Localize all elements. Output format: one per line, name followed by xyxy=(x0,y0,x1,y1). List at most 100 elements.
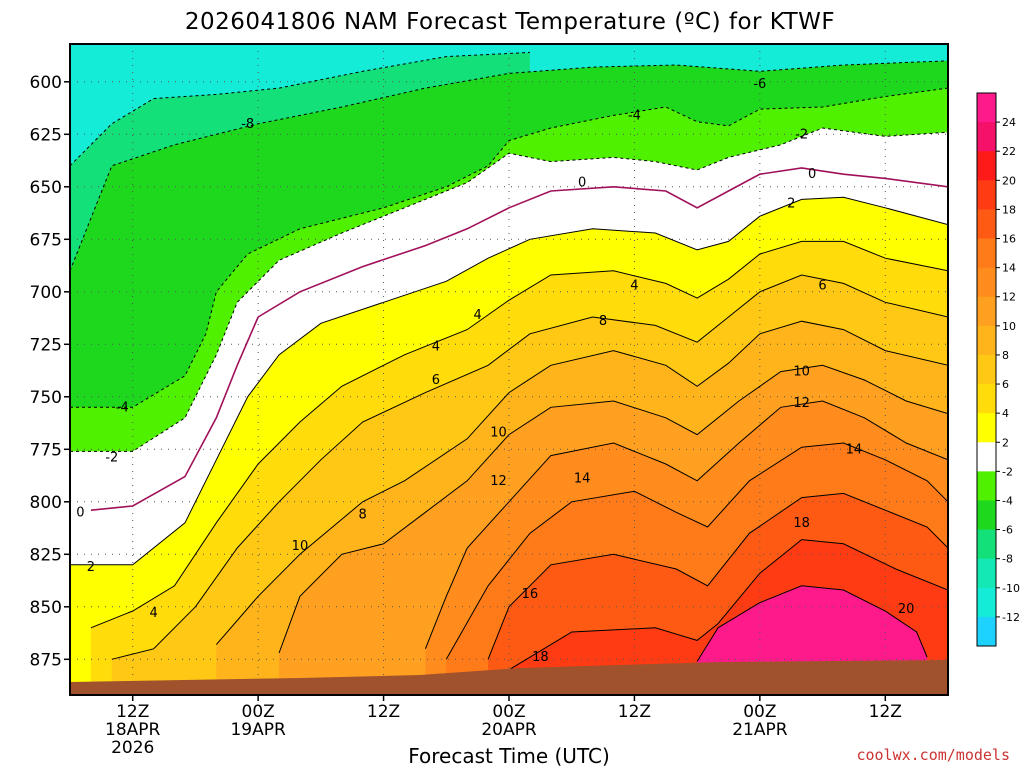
colorbar-swatch xyxy=(977,122,996,152)
colorbar-label: -2 xyxy=(1002,465,1013,478)
colorbar-swatch xyxy=(977,529,996,560)
colorbar-swatch xyxy=(977,558,996,589)
contour-line--4 xyxy=(70,87,948,408)
colorbar-swatch xyxy=(977,267,996,298)
contour-label: 14 xyxy=(846,442,863,457)
contour-label: 4 xyxy=(149,606,157,621)
y-tick-label: 600 xyxy=(30,73,62,93)
contour-label: 18 xyxy=(532,650,549,665)
colorbar-swatch xyxy=(977,93,996,123)
x-tick-label: 12Z xyxy=(116,702,149,722)
contour-line-2 xyxy=(70,196,948,566)
x-tick-label: 00Z xyxy=(242,702,275,722)
colorbar-label: 14 xyxy=(1002,262,1016,275)
colorbar-swatch xyxy=(977,325,996,356)
y-tick-label: 775 xyxy=(30,440,62,460)
colorbar-label: -10 xyxy=(1002,582,1020,595)
colorbar-swatch xyxy=(977,587,996,618)
colorbar-label: -4 xyxy=(1002,494,1013,507)
contour-label: 8 xyxy=(359,507,367,522)
colorbar-label: 18 xyxy=(1002,203,1016,216)
contour-label: 4 xyxy=(630,279,638,294)
x-tick-label: 21APR xyxy=(732,720,788,740)
contour-label: 4 xyxy=(474,308,482,323)
contour-lines xyxy=(70,51,948,671)
contour-line-8 xyxy=(215,320,948,645)
colorbar-swatch xyxy=(977,384,996,414)
contour-line--2 xyxy=(70,127,948,452)
x-tick-label: 18APR xyxy=(105,720,161,740)
contour-line-10 xyxy=(278,364,948,654)
colorbar-label: -8 xyxy=(1002,553,1013,566)
colorbar-swatch xyxy=(977,500,996,531)
colorbar-swatch xyxy=(977,151,996,181)
x-tick-label: 19APR xyxy=(230,720,286,740)
colorbar-swatch xyxy=(977,209,996,240)
x-tick-label: 12Z xyxy=(618,702,651,722)
y-tick-label: 850 xyxy=(30,598,62,618)
y-axis: 600 625 650 675 700 725 750 775 800 825 850 875 xyxy=(30,73,70,670)
y-tick-label: 725 xyxy=(30,335,62,355)
colorbar-swatch xyxy=(977,442,996,472)
colorbar-label: -12 xyxy=(1002,611,1020,624)
contour-label: 8 xyxy=(599,314,607,329)
terrain-ground xyxy=(70,660,947,695)
colorbar-label: 10 xyxy=(1002,320,1016,333)
x-tick-label: 20APR xyxy=(481,720,537,740)
contour-label: -6 xyxy=(753,77,766,92)
contour-label: -4 xyxy=(628,108,641,123)
contour-label: 2 xyxy=(787,197,795,212)
contour-label: -4 xyxy=(116,400,129,415)
contour-label: 6 xyxy=(432,373,440,388)
y-tick-label: 650 xyxy=(30,178,62,198)
colorbar-label: 8 xyxy=(1002,349,1009,362)
colorbar-label: 6 xyxy=(1002,378,1009,391)
contour-label: -8 xyxy=(241,117,254,132)
contour-line-4 xyxy=(90,240,948,629)
y-tick-label: 700 xyxy=(30,283,62,303)
contour-label: 6 xyxy=(818,279,826,294)
colorbar-label: 22 xyxy=(1002,145,1016,158)
contour-label: 12 xyxy=(490,474,507,489)
y-tick-label: 675 xyxy=(30,230,62,250)
colorbar-swatch xyxy=(977,354,996,385)
contour-label: 10 xyxy=(292,539,309,554)
x-tick-label: 00Z xyxy=(743,702,776,722)
contour-label: 10 xyxy=(490,426,507,441)
colorbar-swatch xyxy=(977,616,996,647)
x-axis-title: Forecast Time (UTC) xyxy=(408,744,610,768)
x-tick-label: 00Z xyxy=(492,702,525,722)
y-tick-label: 825 xyxy=(30,545,62,565)
colorbar-label: 24 xyxy=(1002,116,1016,129)
x-tick-label: 2026 xyxy=(111,738,154,758)
contour-label: 12 xyxy=(793,396,810,411)
chart-title: 2026041806 NAM Forecast Temperature (ºC)… xyxy=(185,9,835,35)
contour-label: -2 xyxy=(795,127,808,142)
contour-label: 0 xyxy=(808,167,816,182)
colorbar-swatch xyxy=(977,471,996,501)
contour-label: 18 xyxy=(793,516,810,531)
contour-line-6 xyxy=(111,274,948,660)
x-tick-label: 12Z xyxy=(869,702,902,722)
contour-label: 10 xyxy=(793,365,810,380)
colorbar-label: -6 xyxy=(1002,524,1013,537)
contour-line-0 xyxy=(90,167,948,511)
contour-line--8 xyxy=(70,51,530,167)
contour-line-20 xyxy=(696,585,928,662)
colorbar: 24 22 20 18 16 14 12 10 8 6 4 2 -2 -4 -6 -8 -10 -12 xyxy=(976,92,1020,647)
y-tick-label: 800 xyxy=(30,493,62,513)
colorbar-label: 16 xyxy=(1002,233,1016,246)
x-tick-label: 12Z xyxy=(367,702,400,722)
contour-line-16 xyxy=(487,492,948,660)
contour-label: -2 xyxy=(105,451,118,466)
contour-label: 14 xyxy=(574,472,591,487)
contour-line--6 xyxy=(70,60,948,271)
y-tick-label: 625 xyxy=(30,125,62,145)
colorbar-swatch xyxy=(977,413,996,443)
colorbar-label: 2 xyxy=(1002,436,1009,449)
colorbar-label: 4 xyxy=(1002,407,1009,420)
contour-line-18 xyxy=(508,539,948,671)
credit-link[interactable]: coolwx.com/models xyxy=(856,746,1010,764)
